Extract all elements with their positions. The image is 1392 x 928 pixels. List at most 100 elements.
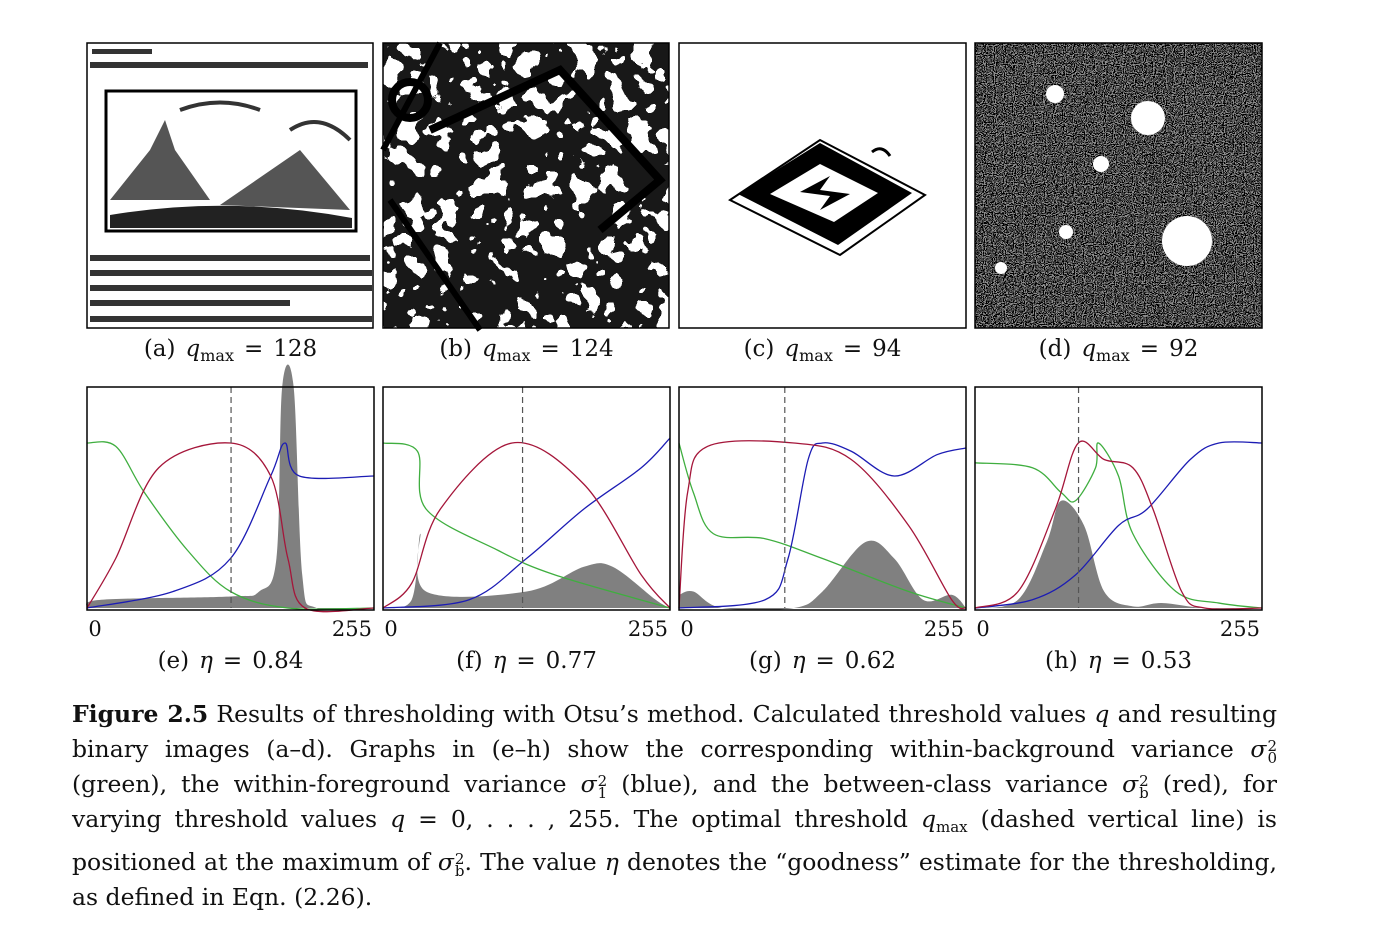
caption-label: (b)	[439, 336, 472, 362]
x-tick-label: 0	[680, 617, 693, 641]
sup: 2	[1139, 772, 1149, 790]
caption-text: denotes the “goodness” estimate for the …	[72, 848, 1277, 911]
caption-value: 124	[570, 336, 614, 362]
panel-caption: (h) η = 0.53	[1045, 648, 1192, 674]
caption-symbol: η	[1088, 648, 1102, 674]
caption-value: 0.62	[845, 648, 896, 674]
caption-subscript: max	[1096, 346, 1130, 365]
plot-frame	[974, 386, 1263, 611]
caption-label: (d)	[1039, 336, 1072, 362]
caption-relation: =	[244, 336, 263, 362]
sub: b	[454, 862, 465, 880]
image-b	[380, 41, 670, 332]
caption-value: 94	[872, 336, 901, 362]
image-c	[678, 42, 967, 329]
caption-math: σ	[1122, 770, 1139, 798]
image-a	[86, 42, 374, 329]
within-foreground-variance	[382, 437, 671, 609]
caption-relation: =	[540, 336, 559, 362]
caption-text: (blue), and the between-class variance	[607, 770, 1123, 798]
plot-frame	[678, 386, 967, 611]
caption-label: (c)	[744, 336, 775, 362]
sup: 2	[454, 850, 465, 868]
caption-relation: =	[815, 648, 834, 674]
caption-subscript: max	[497, 346, 531, 365]
caption-symbol: η	[199, 648, 213, 674]
caption-label: (e)	[158, 648, 190, 674]
caption-value: 92	[1169, 336, 1198, 362]
panel-caption: (g) η = 0.62	[749, 648, 896, 674]
caption-symbol: q	[784, 336, 799, 362]
caption-label: (f)	[456, 648, 482, 674]
caption-text: . The value	[464, 848, 605, 876]
caption-math: q	[920, 805, 937, 833]
within-background-variance	[382, 442, 671, 609]
between-class-variance	[382, 441, 671, 609]
within-background-variance	[86, 441, 375, 610]
caption-math: η	[604, 848, 619, 876]
caption-text: = 0, . . . , 255. The optimal threshold	[405, 805, 921, 833]
caption-value: 128	[273, 336, 317, 362]
x-tick-label: 0	[88, 617, 101, 641]
panel-caption: (f) η = 0.77	[456, 648, 597, 674]
caption-symbol: q	[1081, 336, 1096, 362]
caption-value: 0.84	[252, 648, 303, 674]
caption-subscript: max	[200, 346, 234, 365]
caption-math: σ	[580, 770, 597, 798]
plot-frame	[382, 386, 671, 611]
between-class-variance	[678, 440, 967, 610]
figure-caption: Figure 2.5 Results of thresholding with …	[72, 697, 1277, 915]
caption-math: max	[936, 818, 968, 836]
panel-caption: (a) qmax = 128	[144, 336, 317, 365]
x-tick-label: 0	[976, 617, 989, 641]
sup: 2	[597, 772, 608, 790]
panel-caption: (d) qmax = 92	[1039, 336, 1199, 365]
sub: 1	[597, 784, 608, 802]
within-foreground-variance	[974, 441, 1263, 609]
caption-value: 0.77	[546, 648, 597, 674]
caption-relation: =	[1112, 648, 1131, 674]
caption-symbol: q	[482, 336, 497, 362]
x-tick-label: 255	[628, 617, 668, 641]
between-class-variance	[86, 442, 375, 613]
caption-relation: =	[223, 648, 242, 674]
caption-relation: =	[843, 336, 862, 362]
caption-text: and resulting binary images (a–d). Graph…	[72, 700, 1277, 763]
caption-label: Figure 2.5	[72, 700, 209, 728]
plot-frame	[86, 386, 375, 611]
panel-caption: (b) qmax = 124	[439, 336, 613, 365]
histogram	[679, 540, 966, 611]
caption-symbol: η	[493, 648, 507, 674]
within-background-variance	[974, 442, 1263, 609]
caption-value: 0.53	[1141, 648, 1192, 674]
caption-text: (red), for varying threshold values	[72, 770, 1277, 833]
caption-relation: =	[1140, 336, 1159, 362]
caption-math: σ	[1250, 735, 1267, 763]
x-tick-label: 0	[384, 617, 397, 641]
caption-text: Results of thresholding with Otsu’s meth…	[208, 700, 1095, 728]
x-tick-label: 255	[332, 617, 372, 641]
panel-caption: (c) qmax = 94	[744, 336, 902, 365]
caption-text: (green), the within-foreground variance	[72, 770, 581, 798]
caption-symbol: η	[792, 648, 806, 674]
caption-relation: =	[516, 648, 535, 674]
image-d	[974, 42, 1263, 329]
sub: b	[1139, 784, 1149, 802]
histogram	[383, 533, 670, 609]
within-background-variance	[678, 442, 967, 609]
panel-caption: (e) η = 0.84	[158, 648, 304, 674]
histogram	[975, 500, 1262, 609]
caption-text: (dashed vertical line) is positioned at …	[72, 805, 1277, 876]
x-tick-label: 255	[1220, 617, 1260, 641]
caption-label: (g)	[749, 648, 782, 674]
caption-label: (a)	[144, 336, 176, 362]
caption-math: σ	[437, 848, 454, 876]
caption-label: (h)	[1045, 648, 1078, 674]
caption-math: q	[390, 805, 406, 833]
